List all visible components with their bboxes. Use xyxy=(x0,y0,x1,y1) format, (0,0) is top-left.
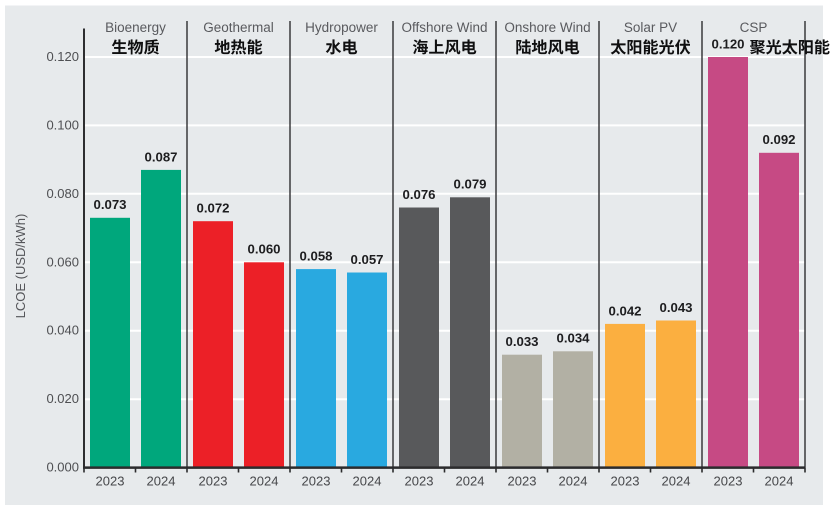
svg-text:2023: 2023 xyxy=(508,474,537,489)
svg-text:2023: 2023 xyxy=(714,474,743,489)
svg-text:2024: 2024 xyxy=(765,474,794,489)
svg-text:0.120: 0.120 xyxy=(46,49,79,64)
svg-text:0.100: 0.100 xyxy=(46,117,79,132)
svg-text:0.092: 0.092 xyxy=(762,132,795,147)
svg-text:0.060: 0.060 xyxy=(247,242,280,257)
svg-text:2023: 2023 xyxy=(96,474,125,489)
svg-text:CSP: CSP xyxy=(740,20,768,35)
svg-text:Offshore Wind: Offshore Wind xyxy=(401,20,487,35)
svg-text:Bioenergy: Bioenergy xyxy=(105,20,166,35)
svg-text:0.020: 0.020 xyxy=(46,391,79,406)
svg-text:0.073: 0.073 xyxy=(93,197,126,212)
svg-text:0.042: 0.042 xyxy=(608,303,641,318)
svg-text:2024: 2024 xyxy=(456,474,485,489)
svg-text:Solar PV: Solar PV xyxy=(624,20,677,35)
svg-text:LCOE (USD/kWh): LCOE (USD/kWh) xyxy=(13,214,28,319)
svg-text:2024: 2024 xyxy=(559,474,588,489)
svg-text:0.076: 0.076 xyxy=(402,187,435,202)
svg-text:0.120: 0.120 xyxy=(711,36,744,51)
svg-text:0.072: 0.072 xyxy=(196,201,229,216)
svg-text:0.033: 0.033 xyxy=(505,334,538,349)
svg-text:2023: 2023 xyxy=(199,474,228,489)
svg-text:2023: 2023 xyxy=(611,474,640,489)
svg-text:0.079: 0.079 xyxy=(453,177,486,192)
svg-text:0.034: 0.034 xyxy=(556,331,590,346)
svg-text:2023: 2023 xyxy=(302,474,331,489)
svg-text:2024: 2024 xyxy=(353,474,382,489)
svg-text:0.057: 0.057 xyxy=(350,252,383,267)
svg-text:0.060: 0.060 xyxy=(46,254,79,269)
svg-text:0.058: 0.058 xyxy=(299,249,332,264)
svg-text:0.043: 0.043 xyxy=(659,300,692,315)
svg-text:2024: 2024 xyxy=(662,474,691,489)
svg-text:Onshore Wind: Onshore Wind xyxy=(504,20,590,35)
svg-text:Geothermal: Geothermal xyxy=(203,20,274,35)
svg-text:0.087: 0.087 xyxy=(144,149,177,164)
svg-text:0.080: 0.080 xyxy=(46,186,79,201)
svg-text:Hydropower: Hydropower xyxy=(305,20,378,35)
svg-text:0.000: 0.000 xyxy=(46,460,79,475)
svg-text:2024: 2024 xyxy=(250,474,279,489)
svg-text:2023: 2023 xyxy=(405,474,434,489)
svg-text:2024: 2024 xyxy=(147,474,176,489)
svg-text:0.040: 0.040 xyxy=(46,323,79,338)
